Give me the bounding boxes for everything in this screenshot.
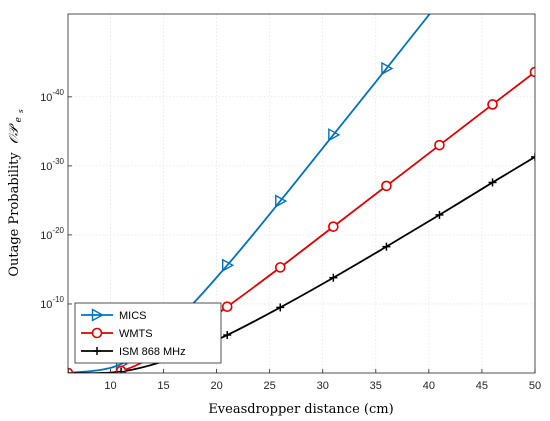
- data-point-wmts: [434, 139, 445, 151]
- legend-label-ism-868-mhz: ISM 868 MHz: [119, 346, 186, 358]
- plot-frame: [67, 13, 536, 374]
- legend-marker-wmts: [91, 327, 103, 339]
- y-axis-title-subsubscript: s: [17, 109, 25, 113]
- svg-text:Outage Probability 𝒪𝒫: Outage Probability 𝒪𝒫 e s: [7, 109, 25, 277]
- data-point-wmts: [274, 262, 286, 273]
- data-point-mics: [328, 128, 341, 142]
- y-axis-title-text: Outage Probability: [7, 152, 22, 277]
- data-point-wmts: [221, 301, 233, 313]
- x-tick-label: 25: [264, 380, 276, 392]
- data-point-ism-868-mhz: [488, 178, 497, 187]
- y-tick-label: 10-30: [40, 157, 64, 173]
- data-point-ism-868-mhz: [223, 331, 232, 340]
- series-markers: [68, 0, 535, 373]
- x-tick-label: 20: [210, 380, 222, 392]
- data-point-ism-868-mhz: [435, 210, 444, 219]
- data-point-wmts: [381, 180, 392, 192]
- data-point-ism-868-mhz: [531, 152, 535, 161]
- x-tick-label: 30: [317, 380, 329, 392]
- y-axis-title: Outage Probability 𝒪𝒫 e s: [7, 109, 25, 277]
- x-tick-label: 40: [423, 380, 435, 392]
- x-axis-ticks: 10 15 20 25 30 35 40 45 50: [104, 369, 541, 392]
- data-point-wmts: [487, 99, 498, 110]
- data-point-mics: [381, 61, 394, 76]
- data-point-mics: [222, 258, 235, 272]
- data-point-ism-868-mhz: [329, 273, 338, 282]
- data-point-mics: [435, 0, 445, 7]
- y-axis-title-subscript: e: [14, 117, 24, 122]
- x-tick-label: 50: [529, 380, 541, 392]
- series-line-ism-868-mhz: [68, 156, 535, 373]
- data-point-ism-868-mhz: [276, 303, 285, 312]
- data-point-ism-868-mhz: [117, 367, 126, 373]
- y-tick-label: 10-20: [40, 226, 64, 242]
- x-tick-label: 15: [157, 380, 169, 392]
- legend: MICS WMTS ISM 868 MHz: [74, 302, 222, 364]
- x-axis-title: Eveasdropper distance (cm): [208, 402, 393, 417]
- x-tick-label: 35: [370, 380, 382, 392]
- data-point-wmts: [529, 66, 535, 78]
- y-tick-label: 10-40: [40, 88, 64, 104]
- y-tick-label: 10-10: [40, 295, 64, 311]
- data-point-wmts: [68, 367, 74, 373]
- legend-marker-ism-868-mhz: [93, 347, 101, 355]
- x-tick-label: 10: [104, 380, 116, 392]
- x-tick-label: 45: [476, 380, 488, 392]
- legend-marker-mics: [91, 308, 104, 322]
- data-point-ism-868-mhz: [382, 242, 391, 251]
- data-point-wmts: [328, 221, 339, 232]
- y-axis-ticks: 10-10 10-20 10-30 10-40: [40, 88, 72, 311]
- data-point-mics: [275, 194, 288, 208]
- legend-label-wmts: WMTS: [119, 328, 153, 340]
- legend-label-mics: MICS: [119, 310, 147, 322]
- y-axis-title-symbol: 𝒪𝒫: [7, 123, 22, 144]
